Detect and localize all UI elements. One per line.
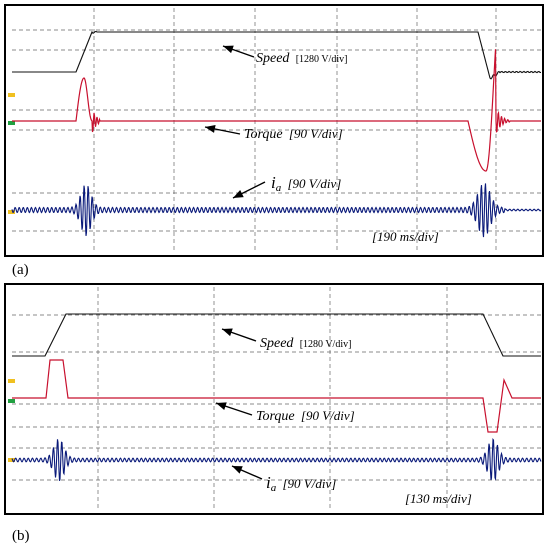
panel-a-torque-scale: [90 V/div]	[289, 126, 343, 141]
panel-a-current-name: i	[271, 173, 276, 192]
panel-b-frame	[4, 283, 544, 515]
panel-a-torque-label: Torque [90 V/div]	[244, 126, 343, 142]
panel-b-speed-label: Speed [1280 V/div]	[260, 335, 351, 351]
panel-a-caption: (a)	[12, 262, 29, 278]
panel-b-ref-marker-3	[8, 458, 15, 462]
panel-a-speed-name: Speed	[256, 51, 290, 66]
panel-b-markers	[8, 379, 15, 462]
panel-a-ref-marker-3	[8, 210, 15, 214]
panel-a-current-subscript: a	[276, 182, 282, 194]
panel-b-current-arrow-head	[232, 466, 243, 474]
panel-a-current-label: ia [90 V/div]	[271, 173, 341, 194]
panel-b-current-scale: [90 V/div]	[282, 476, 336, 491]
panel-b-torque-name: Torque	[256, 409, 295, 424]
panel-b-current-name: i	[266, 473, 271, 492]
panel-a-ref-marker-1	[8, 93, 15, 97]
panel-a-speed-label: Speed [1280 V/div]	[256, 50, 347, 66]
panel-b-torque-trace	[12, 359, 541, 433]
panel-b-torque-scale: [90 V/div]	[301, 408, 355, 423]
panel-b-current-trace	[11, 438, 542, 481]
panel-b-arrows	[215, 328, 263, 480]
panel-b-speed-trace	[12, 313, 541, 357]
panel-b-torque-arrow-head	[216, 402, 227, 410]
panel-a-torque-name: Torque	[244, 127, 283, 142]
panel-a-markers	[8, 93, 15, 214]
panel-b-grid	[12, 287, 541, 511]
panel-b-torque-label: Torque [90 V/div]	[256, 408, 355, 424]
panel-a-arrows	[204, 45, 266, 199]
panel-b-ref-marker-2	[8, 399, 15, 403]
panel-a-speed-trace	[12, 30, 541, 80]
panel-a-time-scale: [190 ms/div]	[372, 229, 439, 244]
panel-a-speed-scale: [1280 V/div]	[296, 54, 348, 65]
panel-a-speed-arrow-head	[223, 45, 234, 54]
panel-b-time-scale: [130 ms/div]	[405, 491, 472, 506]
panel-a-torque-trace	[12, 49, 541, 172]
panel-b-current-label: ia [90 V/div]	[266, 473, 336, 494]
panel-a: Speed [1280 V/div] Torque [90 V/div] ia …	[4, 4, 544, 257]
panel-b: Speed [1280 V/div] Torque [90 V/div] ia …	[4, 283, 544, 515]
panel-b-speed-scale: [1280 V/div]	[300, 339, 352, 350]
panel-a-current-arrow-head	[233, 189, 244, 198]
panel-a-ref-marker-2	[8, 121, 15, 125]
panel-a-current-trace	[11, 183, 542, 238]
panel-b-speed-arrow-head	[222, 328, 233, 337]
panel-a-torque-arrow-head	[205, 125, 216, 133]
panel-b-speed-name: Speed	[260, 336, 294, 351]
panel-a-current-scale: [90 V/div]	[287, 176, 341, 191]
panel-b-caption: (b)	[12, 528, 30, 544]
panel-b-current-subscript: a	[271, 482, 277, 494]
panel-b-ref-marker-1	[8, 379, 15, 383]
